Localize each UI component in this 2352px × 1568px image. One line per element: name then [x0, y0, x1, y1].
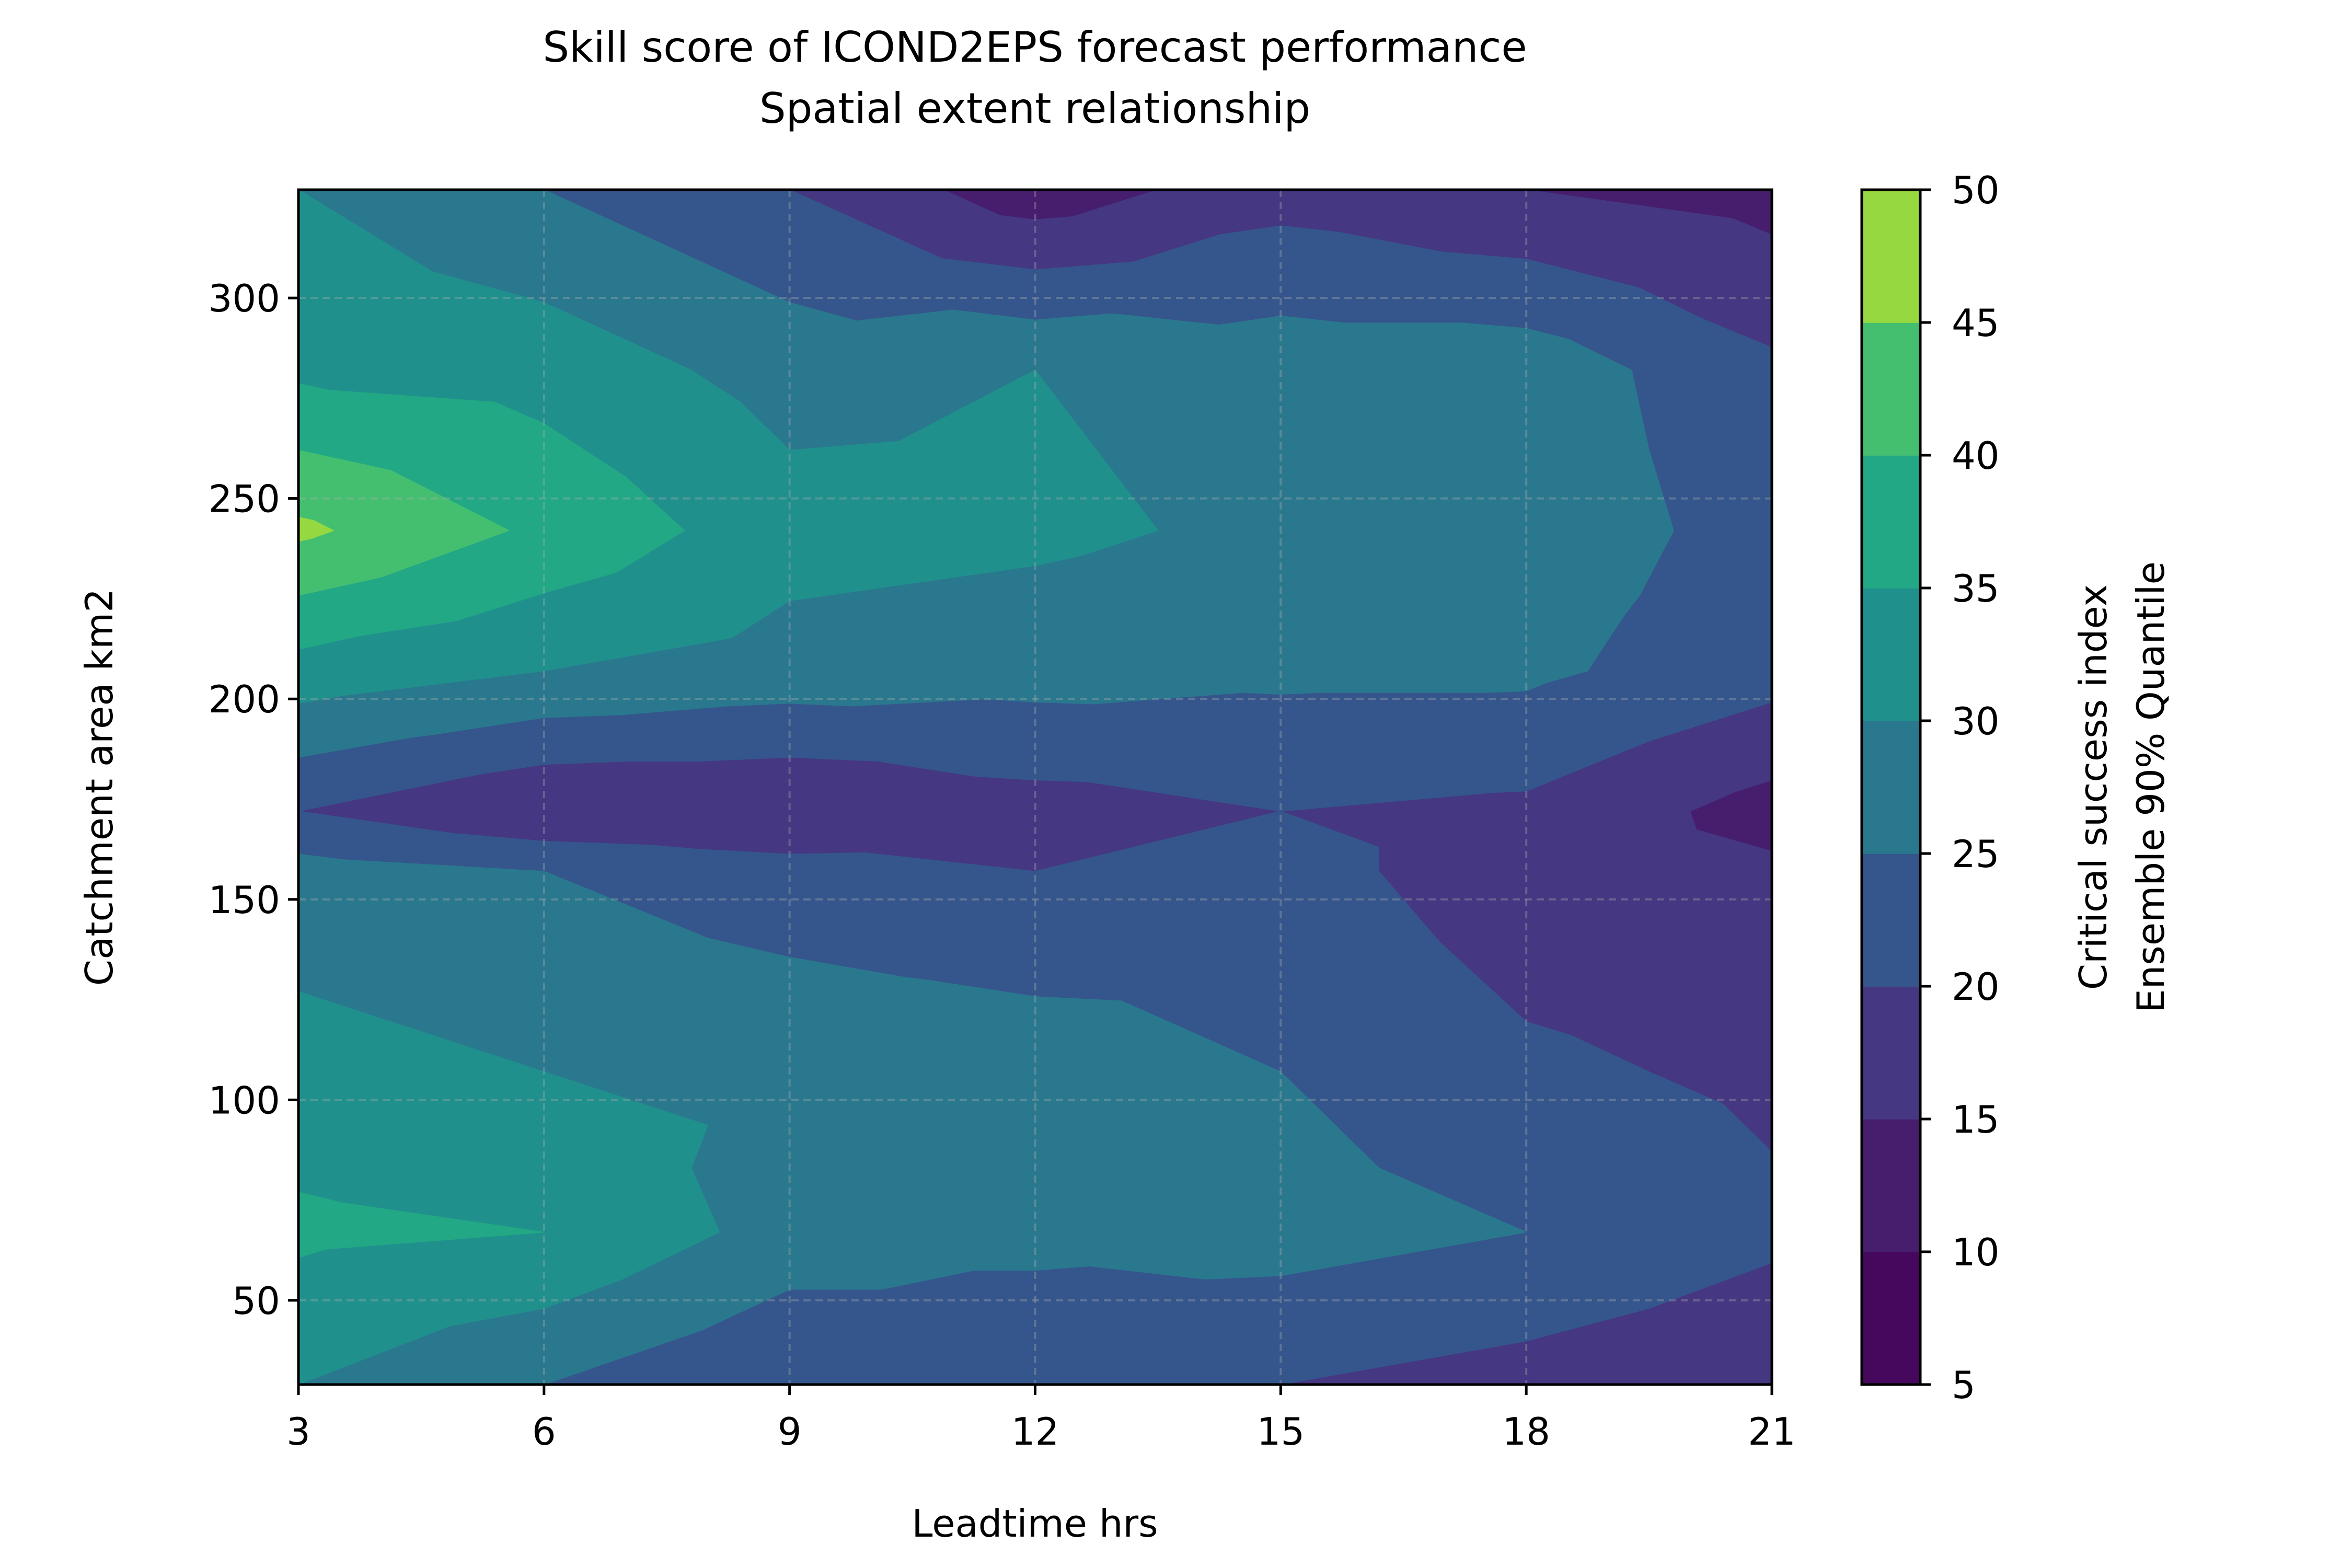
- x-tick-label: 21: [1748, 1410, 1796, 1454]
- x-axis: 3 6 9 12 15 18 21: [286, 1385, 1796, 1454]
- colorbar-tick-label: 5: [1952, 1363, 1976, 1407]
- colorbar-tick-label: 35: [1952, 567, 2000, 610]
- colorbar-segment: [1862, 1252, 1920, 1385]
- colorbar-label-line-1: Critical success index: [2071, 584, 2115, 990]
- y-axis-label: Catchment area km2: [77, 589, 121, 986]
- colorbar-tick-label: 15: [1952, 1098, 2000, 1142]
- y-axis: 50 100 150 200 250 300: [209, 276, 298, 1323]
- colorbar-segment: [1862, 190, 1920, 323]
- colorbar-segment: [1862, 1119, 1920, 1252]
- x-tick-label: 3: [286, 1410, 310, 1454]
- colorbar-segment: [1862, 588, 1920, 721]
- x-tick-label: 9: [778, 1410, 802, 1454]
- y-tick-label: 150: [209, 878, 280, 922]
- colorbar-frame: [1860, 188, 1922, 1386]
- y-tick-label: 100: [209, 1078, 280, 1122]
- contour-band-45-50: [298, 516, 334, 542]
- chart-title-line-2: Spatial extent relationship: [759, 84, 1310, 133]
- colorbar-tick-label: 10: [1952, 1230, 2000, 1274]
- y-tick-label: 200: [209, 677, 280, 721]
- colorbar-tick-label: 45: [1952, 301, 2000, 345]
- colorbar-segment: [1862, 322, 1920, 456]
- colorbar-segment: [1862, 854, 1920, 987]
- colorbar-segment: [1862, 721, 1920, 854]
- colorbar-segment: [1862, 455, 1920, 589]
- contour-band-30-35: [298, 190, 1159, 1385]
- contour-fill: [298, 190, 1772, 1385]
- colorbar-segment: [1862, 986, 1920, 1120]
- x-tick-label: 12: [1011, 1410, 1059, 1454]
- x-tick-label: 18: [1502, 1410, 1550, 1454]
- colorbar: 5 10 15 20 25 30 35 40 45 50: [1860, 168, 2000, 1407]
- colorbar-tick-label: 50: [1952, 168, 2000, 212]
- chart-title-line-1: Skill score of ICOND2EPS forecast perfor…: [543, 23, 1527, 72]
- x-tick-label: 15: [1257, 1410, 1305, 1454]
- y-tick-label: 300: [209, 276, 280, 320]
- colorbar-label-line-2: Ensemble 90% Quantile: [2129, 561, 2173, 1012]
- colorbar-tick-label: 25: [1952, 832, 2000, 876]
- x-tick-label: 6: [532, 1410, 556, 1454]
- colorbar-tick-label: 30: [1952, 699, 2000, 743]
- y-tick-label: 50: [232, 1279, 280, 1323]
- y-tick-label: 250: [209, 477, 280, 521]
- colorbar-tick-label: 20: [1952, 965, 2000, 1009]
- x-axis-label: Leadtime hrs: [912, 1502, 1158, 1546]
- colorbar-tick-label: 40: [1952, 434, 2000, 478]
